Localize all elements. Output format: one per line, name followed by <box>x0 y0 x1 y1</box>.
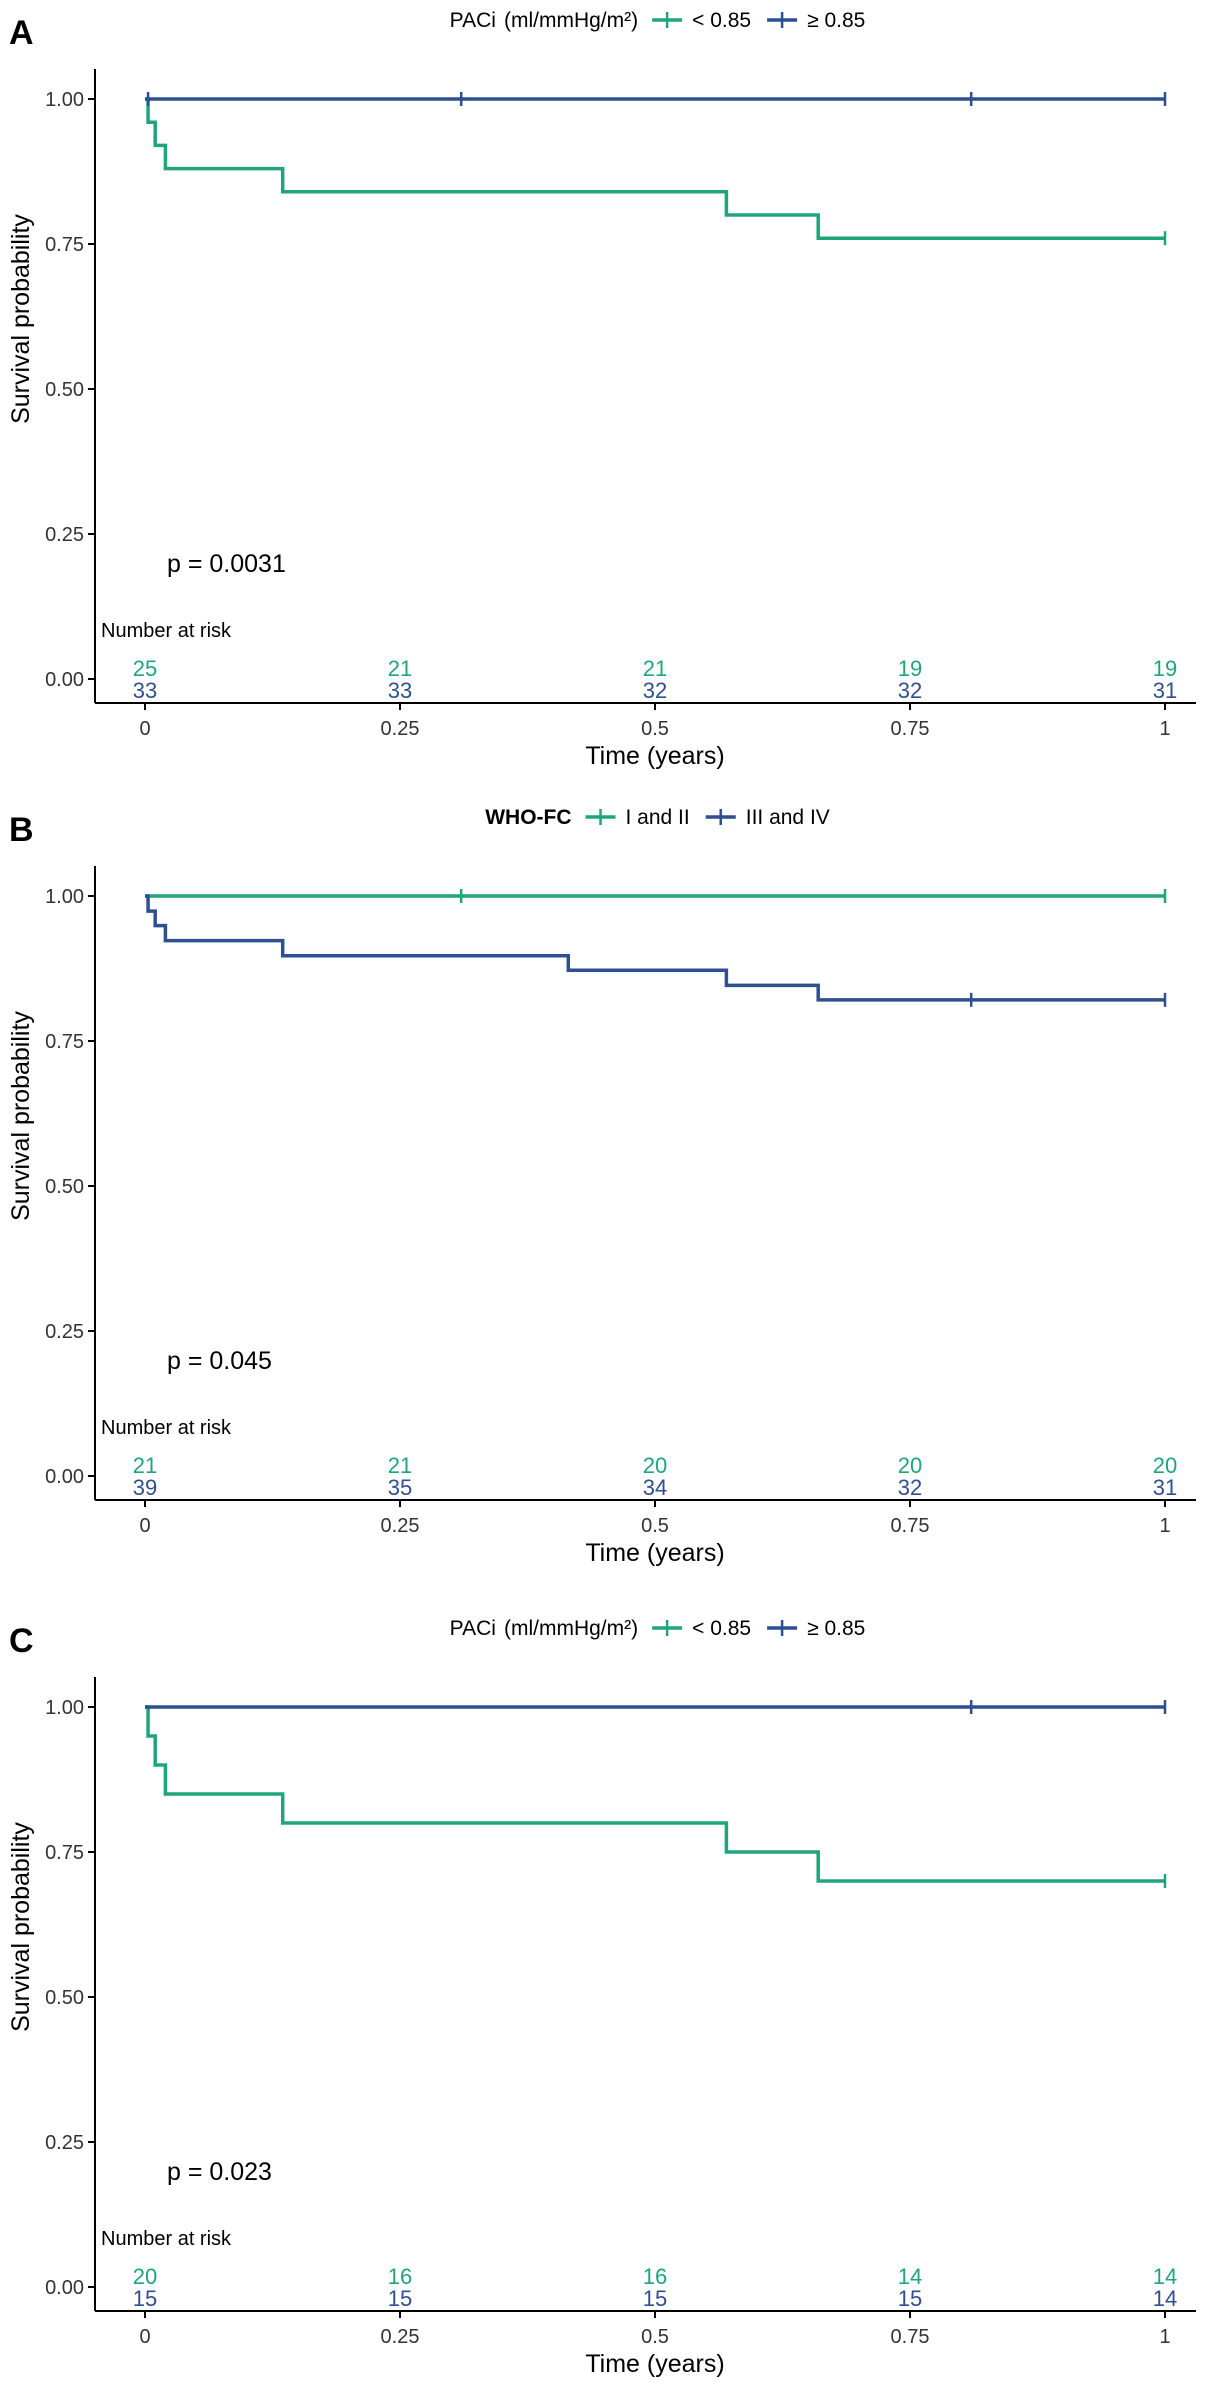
x-tick-label: 0.75 <box>891 1515 930 1537</box>
risk-count: 31 <box>1153 1475 1177 1500</box>
y-tick-label: 0.00 <box>45 1466 84 1488</box>
y-tick-label: 1.00 <box>45 89 84 111</box>
panel-a: A PACi (ml/mmHg/m²) < 0.85 ≥ 0.85 0.00 0.25 0.5… <box>7 9 1196 770</box>
risk-count: 14 <box>1153 2286 1177 2311</box>
survival-curve-1 <box>145 1705 1165 1883</box>
y-tick-label: 0.00 <box>45 2277 84 2299</box>
legend-entry-label: ≥ 0.85 <box>807 1617 865 1640</box>
risk-count: 20 <box>898 1453 922 1478</box>
legend-entry-label: III and IV <box>746 806 830 829</box>
risk-count: 21 <box>388 1453 412 1478</box>
x-tick-label: 0.25 <box>381 2326 420 2348</box>
y-tick-label: 0.75 <box>45 234 84 256</box>
x-tick-label: 0.75 <box>891 718 930 740</box>
x-tick-label: 0.25 <box>381 718 420 740</box>
legend-entry-label: I and II <box>626 806 690 829</box>
x-tick-label: 0 <box>139 1515 150 1537</box>
x-tick-label: 0.5 <box>641 2326 669 2348</box>
y-tick-label: 0.75 <box>45 1031 84 1053</box>
x-tick-label: 1 <box>1159 2326 1170 2348</box>
y-tick-label: 0.75 <box>45 1842 84 1864</box>
x-tick-label: 0.25 <box>381 1515 420 1537</box>
risk-count: 32 <box>898 678 922 703</box>
risk-count: 32 <box>643 678 667 703</box>
y-tick-label: 0.50 <box>45 1176 84 1198</box>
legend: PACi (ml/mmHg/m²) < 0.85 ≥ 0.85 <box>450 1617 866 1640</box>
legend-title-units: (ml/mmHg/m²) <box>504 1617 638 1640</box>
risk-count: 21 <box>388 656 412 681</box>
risk-table-title: Number at risk <box>101 2228 232 2250</box>
risk-table-title: Number at risk <box>101 620 232 642</box>
y-axis-title: Survival probability <box>7 1011 35 1221</box>
y-tick-label: 0.25 <box>45 1321 84 1343</box>
panel-label: C <box>9 1622 34 1660</box>
legend-title-units: (ml/mmHg/m²) <box>504 9 638 32</box>
panel-c: C PACi (ml/mmHg/m²) < 0.85 ≥ 0.85 0.00 0.25 0.5… <box>7 1617 1196 2378</box>
y-tick-label: 0.50 <box>45 379 84 401</box>
y-tick-label: 0.50 <box>45 1987 84 2009</box>
p-value: p = 0.023 <box>167 2158 272 2186</box>
risk-count: 15 <box>133 2286 157 2311</box>
risk-count: 19 <box>1153 656 1177 681</box>
y-tick-label: 1.00 <box>45 886 84 908</box>
y-tick-label: 0.00 <box>45 669 84 691</box>
x-tick-label: 1 <box>1159 718 1170 740</box>
risk-count: 19 <box>898 656 922 681</box>
legend-entry-label: ≥ 0.85 <box>807 9 865 32</box>
legend: PACi (ml/mmHg/m²) < 0.85 ≥ 0.85 <box>450 9 866 32</box>
survival-curve-1 <box>145 97 1165 240</box>
risk-count: 39 <box>133 1475 157 1500</box>
risk-count: 25 <box>133 656 157 681</box>
x-axis-title: Time (years) <box>585 2350 724 2378</box>
y-tick-label: 0.25 <box>45 524 84 546</box>
risk-count: 15 <box>643 2286 667 2311</box>
x-axis-title: Time (years) <box>585 1539 724 1567</box>
risk-count: 21 <box>643 656 667 681</box>
risk-count: 20 <box>133 2264 157 2289</box>
legend-entry-label: < 0.85 <box>692 9 751 32</box>
risk-count: 33 <box>388 678 412 703</box>
risk-count: 16 <box>388 2264 412 2289</box>
risk-count: 31 <box>1153 678 1177 703</box>
risk-count: 35 <box>388 1475 412 1500</box>
survival-curve-2 <box>145 894 1165 1002</box>
y-tick-label: 1.00 <box>45 1697 84 1719</box>
x-tick-label: 0 <box>139 718 150 740</box>
risk-count: 20 <box>643 1453 667 1478</box>
legend: WHO-FC I and II III and IV <box>485 806 830 829</box>
risk-count: 33 <box>133 678 157 703</box>
risk-count: 15 <box>898 2286 922 2311</box>
x-axis-title: Time (years) <box>585 742 724 770</box>
panel-label: A <box>9 14 34 52</box>
risk-count: 16 <box>643 2264 667 2289</box>
risk-count: 20 <box>1153 1453 1177 1478</box>
legend-title: PACi <box>450 9 496 32</box>
legend-title: WHO-FC <box>485 806 571 829</box>
p-value: p = 0.045 <box>167 1347 272 1375</box>
risk-count: 14 <box>898 2264 922 2289</box>
panel-label: B <box>9 811 34 849</box>
y-axis-title: Survival probability <box>7 1822 35 2032</box>
legend-title: PACi <box>450 1617 496 1640</box>
risk-count: 21 <box>133 1453 157 1478</box>
x-tick-label: 1 <box>1159 1515 1170 1537</box>
p-value: p = 0.0031 <box>167 550 286 578</box>
x-tick-label: 0 <box>139 2326 150 2348</box>
x-tick-label: 0.75 <box>891 2326 930 2348</box>
y-axis-title: Survival probability <box>7 214 35 424</box>
risk-count: 14 <box>1153 2264 1177 2289</box>
y-tick-label: 0.25 <box>45 2132 84 2154</box>
risk-count: 32 <box>898 1475 922 1500</box>
risk-count: 15 <box>388 2286 412 2311</box>
risk-table-title: Number at risk <box>101 1417 232 1439</box>
legend-entry-label: < 0.85 <box>692 1617 751 1640</box>
risk-count: 34 <box>643 1475 667 1500</box>
panel-b: B WHO-FC I and II III and IV0.000.250.500.7… <box>7 806 1196 1567</box>
x-tick-label: 0.5 <box>641 1515 669 1537</box>
x-tick-label: 0.5 <box>641 718 669 740</box>
